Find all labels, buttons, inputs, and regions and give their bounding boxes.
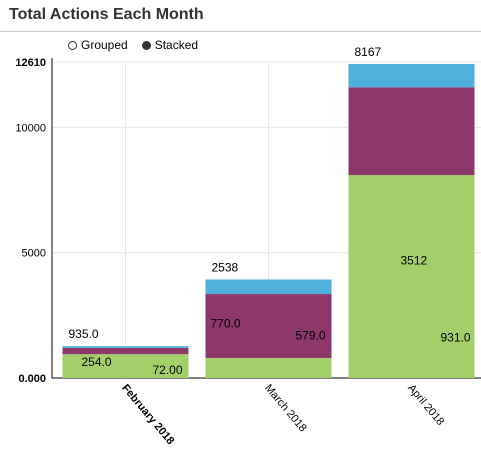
chart-title: Total Actions Each Month (9, 6, 204, 23)
bar-segment (62, 354, 189, 378)
bar-segment-label: 770.0 (211, 316, 241, 330)
title-divider (0, 31, 481, 32)
grouped-radio-icon (68, 40, 77, 50)
chart-mode-legend: Grouped Stacked (68, 38, 198, 52)
bar-segment-label: 3512 (401, 253, 428, 267)
x-tick-label: February 2018 (119, 382, 176, 447)
bar-total-label: 2538 (212, 261, 239, 275)
bar-segment (62, 346, 189, 348)
bar-total-label: 8167 (355, 45, 382, 59)
y-tick-label: 5000 (22, 248, 46, 260)
y-tick-label: 12610 (15, 57, 46, 69)
grouped-mode-toggle[interactable]: Grouped (68, 38, 128, 52)
grouped-label: Grouped (81, 38, 128, 52)
bar-segment (348, 87, 475, 176)
stacked-label: Stacked (154, 38, 199, 52)
bar-segment (62, 347, 189, 355)
y-tick-label: 0.000 (18, 373, 46, 385)
bar-segment-label: 72.00 (153, 363, 183, 377)
stacked-radio-icon (141, 40, 151, 50)
y-tick-label: 10000 (15, 122, 46, 134)
bar-segment (348, 64, 475, 88)
x-tick-label: April 2018 (405, 382, 446, 428)
bar-segment (348, 175, 475, 378)
bar-segment (205, 294, 332, 358)
bar-segment-label: 579.0 (296, 328, 326, 342)
x-tick-label: March 2018 (262, 382, 309, 434)
bar-segment-label: 254.0 (82, 355, 112, 369)
stacked-mode-toggle[interactable]: Stacked (141, 38, 199, 52)
bar-segment (205, 357, 332, 378)
bar-segment-label: 931.0 (441, 330, 471, 344)
bar-segment (205, 279, 332, 295)
bar-total-label: 935.0 (69, 327, 99, 341)
